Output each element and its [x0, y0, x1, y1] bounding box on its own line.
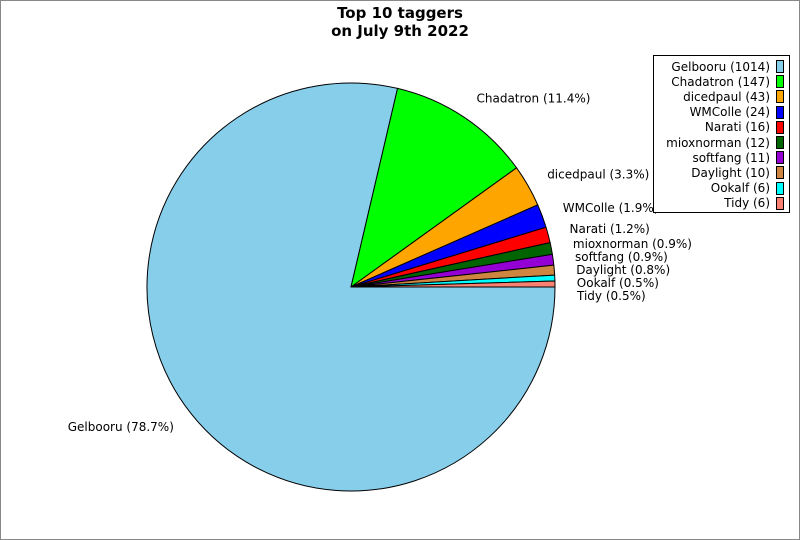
legend-entry-label: Gelbooru (1014)	[671, 59, 770, 74]
chart-legend: Gelbooru (1014) Chadatron (147) dicedpaul …	[653, 55, 790, 213]
legend-swatch	[776, 196, 784, 210]
legend-entry-ookalf: Ookalf (6)	[658, 181, 784, 196]
legend-entry-dicedpaul: dicedpaul (43)	[658, 89, 784, 104]
chart-title: Top 10 taggers on July 9th 2022	[1, 4, 799, 40]
legend-entry-label: Daylight (10)	[691, 165, 770, 180]
legend-entry-label: Narati (16)	[704, 120, 770, 135]
pie-slice-tidy	[350, 280, 556, 288]
legend-entry-label: dicedpaul (43)	[683, 89, 770, 104]
legend-entry-wmcolle: WMColle (24)	[658, 105, 784, 120]
slice-label-tidy: Tidy (0.5%)	[576, 289, 646, 303]
legend-swatch	[776, 60, 784, 74]
legend-swatch	[776, 151, 784, 165]
legend-swatch	[776, 105, 784, 119]
slice-label-gelbooru: Gelbooru (78.7%)	[68, 420, 174, 434]
slice-label-narati: Narati (1.2%)	[570, 222, 650, 236]
slice-label-softfang: softfang (0.9%)	[575, 250, 668, 264]
legend-entry-gelbooru: Gelbooru (1014)	[658, 59, 784, 74]
legend-entry-daylight: Daylight (10)	[658, 165, 784, 180]
legend-swatch	[776, 75, 784, 89]
legend-entry-label: WMColle (24)	[689, 105, 770, 120]
legend-entry-tidy: Tidy (6)	[658, 196, 784, 211]
slice-label-daylight: Daylight (0.8%)	[576, 263, 670, 277]
pie-slice-chadatron	[350, 87, 518, 288]
legend-entry-chadatron: Chadatron (147)	[658, 74, 784, 89]
legend-swatch	[776, 120, 784, 134]
legend-swatch	[776, 90, 784, 104]
legend-entry-softfang: softfang (11)	[658, 150, 784, 165]
legend-entry-label: Tidy (6)	[724, 196, 770, 211]
slice-label-chadatron: Chadatron (11.4%)	[477, 92, 591, 106]
chart-title-line-1: Top 10 taggers	[337, 4, 463, 22]
slice-label-mioxnorman: mioxnorman (0.9%)	[573, 237, 692, 251]
legend-entry-label: mioxnorman (12)	[666, 135, 770, 150]
legend-entry-label: softfang (11)	[692, 150, 770, 165]
slice-label-ookalf: Ookalf (0.5%)	[577, 276, 659, 290]
slice-label-wmcolle: WMColle (1.9%)	[563, 201, 659, 215]
legend-entry-narati: Narati (16)	[658, 120, 784, 135]
legend-swatch	[776, 166, 784, 180]
chart-title-line-2: on July 9th 2022	[331, 22, 469, 40]
legend-entry-label: Ookalf (6)	[710, 181, 770, 196]
legend-swatch	[776, 181, 784, 195]
slice-label-dicedpaul: dicedpaul (3.3%)	[547, 167, 649, 181]
legend-entry-label: Chadatron (147)	[671, 74, 770, 89]
legend-entry-mioxnorman: mioxnorman (12)	[658, 135, 784, 150]
legend-swatch	[776, 136, 784, 150]
